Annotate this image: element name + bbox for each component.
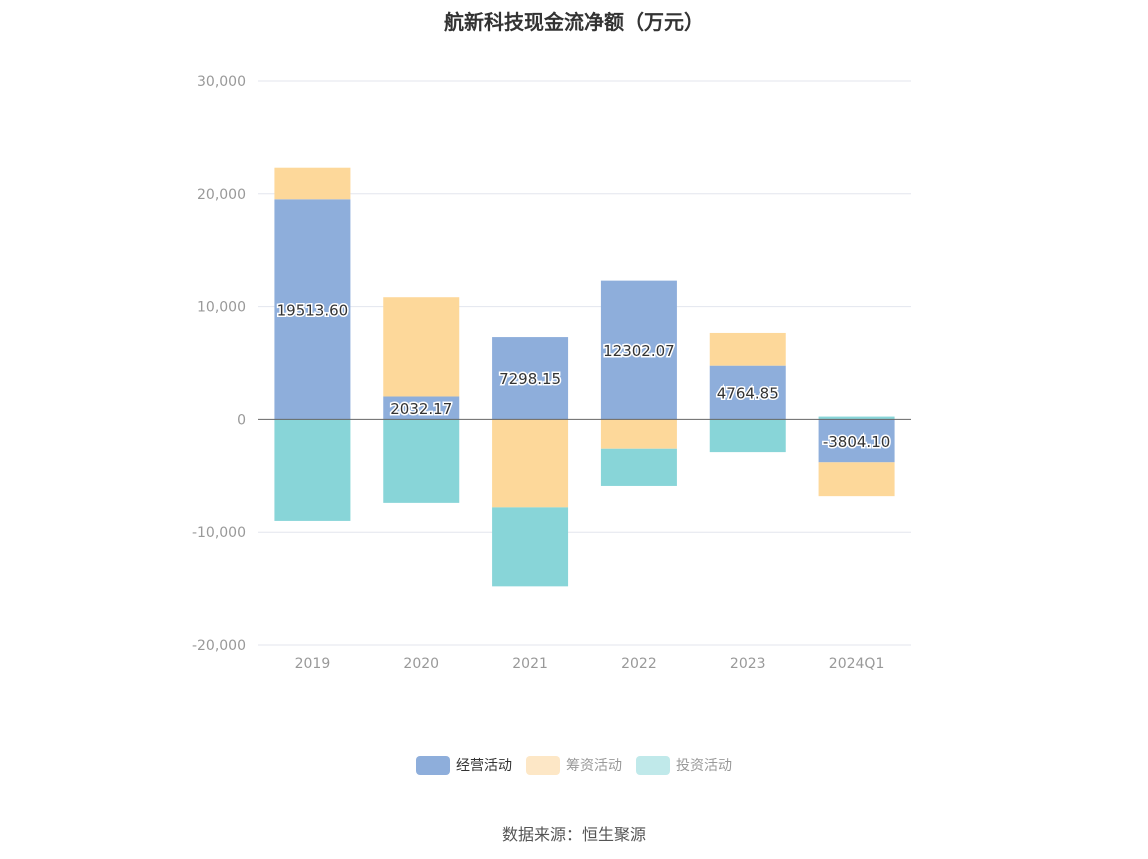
bar-segment bbox=[383, 297, 460, 397]
legend: 经营活动 筹资活动 投资活动 bbox=[0, 755, 1148, 775]
y-tick-label: 30,000 bbox=[197, 74, 246, 90]
x-tick-label: 2021 bbox=[512, 656, 548, 672]
legend-item-investing[interactable]: 投资活动 bbox=[636, 755, 732, 775]
bar-segment bbox=[818, 462, 895, 497]
bar-segment bbox=[274, 419, 351, 521]
data-label: 2032.17 bbox=[390, 400, 452, 418]
y-tick-label: 10,000 bbox=[197, 300, 246, 316]
bar-segment bbox=[600, 448, 677, 486]
y-tick-label: 0 bbox=[237, 412, 246, 428]
legend-swatch-financing bbox=[526, 755, 560, 775]
legend-item-operating[interactable]: 经营活动 bbox=[416, 755, 512, 775]
y-tick-label: -20,000 bbox=[192, 638, 246, 654]
bar-segment bbox=[709, 419, 786, 453]
bar-segment bbox=[818, 416, 895, 420]
legend-swatch-operating bbox=[416, 755, 450, 775]
bar-segment bbox=[600, 280, 677, 420]
bar-segment bbox=[492, 507, 569, 587]
legend-label-operating: 经营活动 bbox=[456, 758, 512, 774]
data-label: 12302.07 bbox=[603, 342, 675, 360]
x-tick-label: 2019 bbox=[295, 656, 331, 672]
bar-segment bbox=[600, 419, 677, 449]
y-tick-label: 20,000 bbox=[197, 187, 246, 203]
legend-swatch-investing bbox=[636, 755, 670, 775]
legend-label-financing: 筹资活动 bbox=[566, 758, 622, 774]
source-note: 数据来源：恒生聚源 bbox=[501, 825, 646, 844]
bar-segment bbox=[818, 419, 895, 463]
axes: 30,000 20,000 10,000 0 -10,000 -20,000 2019 202… bbox=[192, 74, 911, 672]
bar-segment bbox=[709, 332, 786, 366]
data-label: 4764.85 bbox=[717, 385, 779, 403]
x-tick-label: 2020 bbox=[403, 656, 439, 672]
bar-segment bbox=[492, 419, 569, 508]
bars bbox=[274, 167, 895, 587]
x-tick-label: 2024Q1 bbox=[829, 656, 885, 672]
legend-label-investing: 投资活动 bbox=[676, 758, 732, 774]
bar-segment bbox=[709, 365, 786, 420]
data-label: -3804.10 bbox=[823, 433, 890, 451]
bar-segment bbox=[492, 337, 569, 420]
gridlines bbox=[258, 80, 911, 646]
bar-segment bbox=[383, 419, 460, 503]
bar-segment bbox=[274, 199, 351, 420]
chart-title: 航新科技现金流净额（万元） bbox=[444, 10, 704, 34]
data-labels: 19513.60 2032.17 7298.15 12302.07 4764.85 -38… bbox=[275, 300, 892, 453]
data-label: 19513.60 bbox=[277, 301, 349, 319]
x-tick-label: 2023 bbox=[730, 656, 766, 672]
bar-segment bbox=[274, 167, 351, 200]
data-label: 7298.15 bbox=[499, 370, 561, 388]
y-tick-label: -10,000 bbox=[192, 525, 246, 541]
x-tick-label: 2022 bbox=[621, 656, 657, 672]
bar-segment bbox=[383, 396, 460, 420]
legend-item-financing[interactable]: 筹资活动 bbox=[526, 755, 622, 775]
